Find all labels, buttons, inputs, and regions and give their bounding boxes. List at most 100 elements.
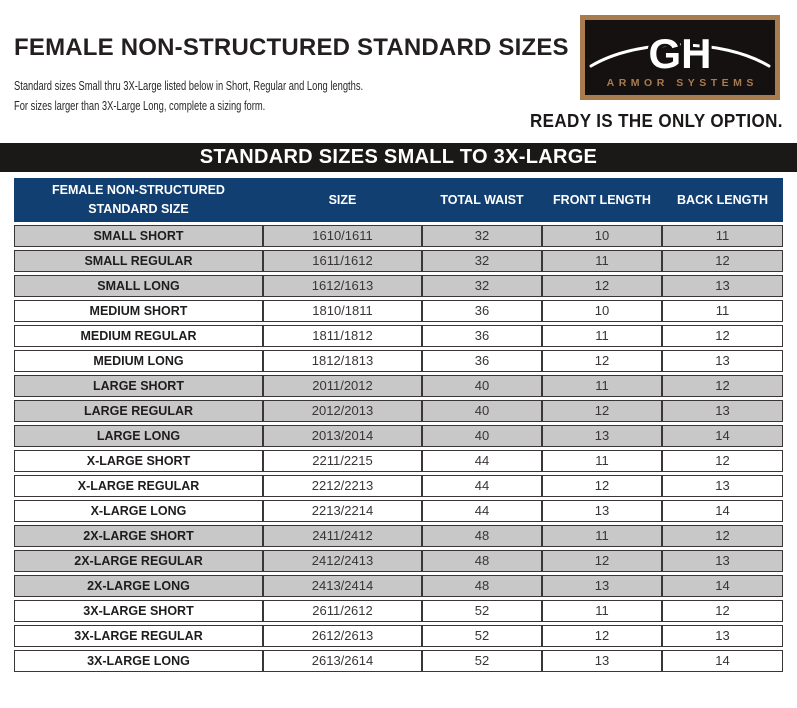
logo-monogram: GH — [649, 30, 712, 76]
row-size-code: 1611/1612 — [263, 250, 422, 272]
table-row: LARGE REGULAR 2012/2013 40 12 13 — [14, 400, 783, 422]
row-size-code: 1811/1812 — [263, 325, 422, 347]
table-row: X-LARGE SHORT 2211/2215 44 11 12 — [14, 450, 783, 472]
subtitle: Standard sizes Small thru 3X-Large liste… — [14, 76, 363, 116]
row-size-code: 2613/2614 — [263, 650, 422, 672]
row-back-length: 14 — [662, 425, 783, 447]
logo-wordmark: ARMOR SYSTEMS — [606, 77, 758, 89]
row-front-length: 11 — [542, 325, 662, 347]
table-row: SMALL LONG 1612/1613 32 12 13 — [14, 275, 783, 297]
row-front-length: 13 — [542, 650, 662, 672]
row-size-code: 1810/1811 — [263, 300, 422, 322]
col-header-total-waist: TOTAL WAIST — [422, 178, 542, 222]
row-size-code: 2211/2215 — [263, 450, 422, 472]
row-total-waist: 48 — [422, 550, 542, 572]
row-back-length: 14 — [662, 500, 783, 522]
col-header-standard-size-line-1: FEMALE NON-STRUCTURED — [52, 183, 225, 198]
row-back-length: 14 — [662, 575, 783, 597]
row-total-waist: 32 — [422, 275, 542, 297]
row-front-length: 12 — [542, 400, 662, 422]
row-size-code: 1612/1613 — [263, 275, 422, 297]
row-front-length: 10 — [542, 225, 662, 247]
row-total-waist: 36 — [422, 325, 542, 347]
row-size-code: 2213/2214 — [263, 500, 422, 522]
row-total-waist: 52 — [422, 600, 542, 622]
row-size-name: SMALL REGULAR — [14, 250, 263, 272]
row-size-name: 3X-LARGE REGULAR — [14, 625, 263, 647]
subtitle-line-1: Standard sizes Small thru 3X-Large liste… — [14, 78, 364, 93]
size-table: FEMALE NON-STRUCTURED STANDARD SIZE SIZE… — [14, 175, 783, 675]
row-back-length: 13 — [662, 625, 783, 647]
row-front-length: 11 — [542, 525, 662, 547]
table-row: MEDIUM SHORT 1810/1811 36 10 11 — [14, 300, 783, 322]
section-banner: STANDARD SIZES SMALL TO 3X-LARGE — [0, 143, 797, 172]
row-total-waist: 40 — [422, 425, 542, 447]
row-size-name: 2X-LARGE REGULAR — [14, 550, 263, 572]
row-size-code: 1610/1611 — [263, 225, 422, 247]
row-total-waist: 52 — [422, 650, 542, 672]
row-size-name: MEDIUM SHORT — [14, 300, 263, 322]
row-total-waist: 40 — [422, 400, 542, 422]
row-size-name: MEDIUM REGULAR — [14, 325, 263, 347]
row-back-length: 12 — [662, 325, 783, 347]
row-size-code: 2412/2413 — [263, 550, 422, 572]
row-front-length: 10 — [542, 300, 662, 322]
row-back-length: 14 — [662, 650, 783, 672]
table-row: 2X-LARGE LONG 2413/2414 48 13 14 — [14, 575, 783, 597]
row-size-name: SMALL LONG — [14, 275, 263, 297]
brand-tagline: READY IS THE ONLY OPTION. — [530, 110, 783, 131]
row-front-length: 12 — [542, 350, 662, 372]
row-size-code: 2413/2414 — [263, 575, 422, 597]
row-size-code: 2012/2013 — [263, 400, 422, 422]
row-total-waist: 44 — [422, 450, 542, 472]
subtitle-line-2: For sizes larger than 3X-Large Long, com… — [14, 98, 266, 114]
row-total-waist: 44 — [422, 500, 542, 522]
table-row: 2X-LARGE SHORT 2411/2412 48 11 12 — [14, 525, 783, 547]
row-size-name: X-LARGE REGULAR — [14, 475, 263, 497]
col-header-front-length: FRONT LENGTH — [542, 178, 662, 222]
row-total-waist: 48 — [422, 575, 542, 597]
table-row: MEDIUM REGULAR 1811/1812 36 11 12 — [14, 325, 783, 347]
row-size-name: 2X-LARGE SHORT — [14, 525, 263, 547]
row-size-code: 1812/1813 — [263, 350, 422, 372]
row-front-length: 13 — [542, 425, 662, 447]
row-total-waist: 32 — [422, 225, 542, 247]
page-title: FEMALE NON-STRUCTURED STANDARD SIZES — [14, 34, 569, 61]
row-size-name: LARGE REGULAR — [14, 400, 263, 422]
row-total-waist: 36 — [422, 350, 542, 372]
col-header-standard-size-line-2: STANDARD SIZE — [88, 202, 189, 216]
row-size-name: X-LARGE LONG — [14, 500, 263, 522]
row-front-length: 11 — [542, 375, 662, 397]
row-back-length: 13 — [662, 350, 783, 372]
row-back-length: 12 — [662, 250, 783, 272]
row-back-length: 11 — [662, 225, 783, 247]
logo-swoosh-icon — [589, 43, 771, 68]
row-front-length: 12 — [542, 625, 662, 647]
table-row: LARGE SHORT 2011/2012 40 11 12 — [14, 375, 783, 397]
row-back-length: 11 — [662, 300, 783, 322]
table-row: 2X-LARGE REGULAR 2412/2413 48 12 13 — [14, 550, 783, 572]
row-back-length: 13 — [662, 275, 783, 297]
row-size-name: 2X-LARGE LONG — [14, 575, 263, 597]
row-size-name: 3X-LARGE SHORT — [14, 600, 263, 622]
row-size-code: 2611/2612 — [263, 600, 422, 622]
table-row: SMALL SHORT 1610/1611 32 10 11 — [14, 225, 783, 247]
table-row: 3X-LARGE SHORT 2611/2612 52 11 12 — [14, 600, 783, 622]
row-front-length: 12 — [542, 275, 662, 297]
row-back-length: 12 — [662, 600, 783, 622]
row-total-waist: 40 — [422, 375, 542, 397]
table-row: X-LARGE LONG 2213/2214 44 13 14 — [14, 500, 783, 522]
table-header-row: FEMALE NON-STRUCTURED STANDARD SIZE SIZE… — [14, 178, 783, 222]
row-front-length: 13 — [542, 500, 662, 522]
row-size-name: LARGE LONG — [14, 425, 263, 447]
row-front-length: 11 — [542, 450, 662, 472]
row-back-length: 12 — [662, 375, 783, 397]
col-header-back-length: BACK LENGTH — [662, 178, 783, 222]
row-size-code: 2612/2613 — [263, 625, 422, 647]
row-back-length: 13 — [662, 475, 783, 497]
row-size-code: 2411/2412 — [263, 525, 422, 547]
row-size-name: SMALL SHORT — [14, 225, 263, 247]
col-header-size: SIZE — [263, 178, 422, 222]
row-front-length: 11 — [542, 600, 662, 622]
